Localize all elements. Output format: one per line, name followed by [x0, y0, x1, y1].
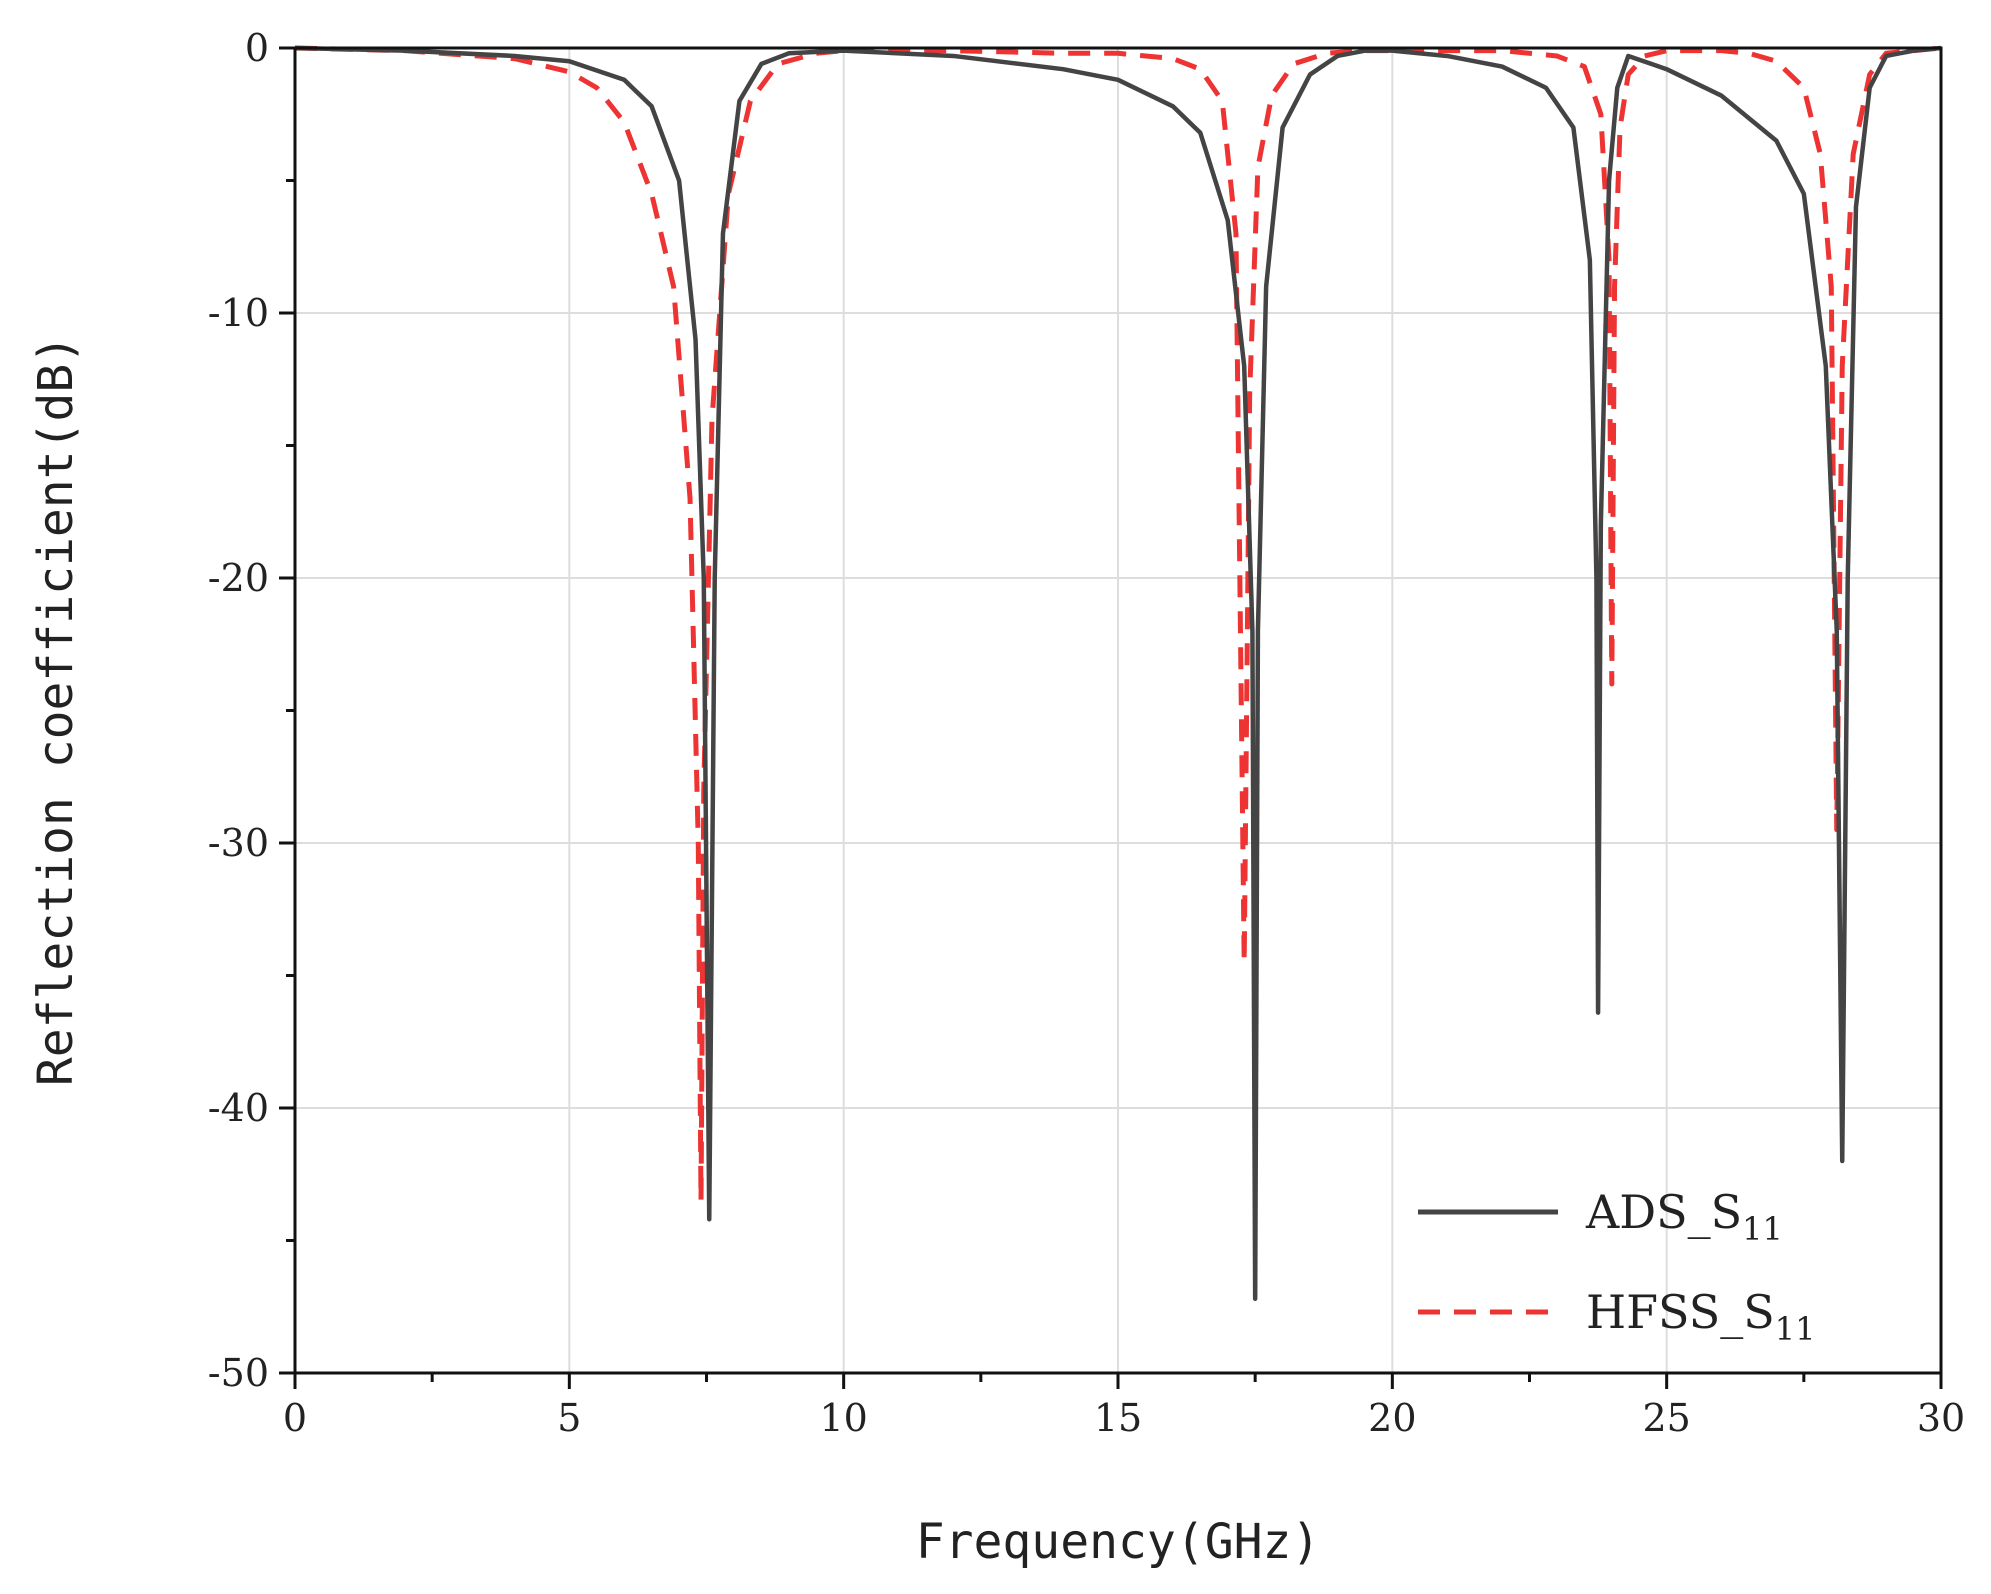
- x-tick-label: 15: [1094, 1396, 1142, 1440]
- x-tick-label: 30: [1917, 1396, 1965, 1440]
- y-tick-label: -10: [208, 291, 269, 335]
- x-tick-label: 20: [1368, 1396, 1416, 1440]
- y-tick-label: -40: [208, 1086, 269, 1130]
- legend-label-ads: ADS_S11: [1585, 1185, 1783, 1248]
- x-axis-title: Frequency(GHz): [916, 1514, 1321, 1570]
- ticks: [279, 46, 1943, 1389]
- y-tick-label: -50: [208, 1351, 269, 1395]
- legend: ADS_S11 HFSS_S11: [1418, 1185, 1815, 1348]
- x-tick-label: 25: [1642, 1396, 1690, 1440]
- x-tick-label: 5: [557, 1396, 581, 1440]
- x-tick-label: 0: [283, 1396, 307, 1440]
- legend-label-hfss-main: HFSS_S: [1586, 1285, 1775, 1339]
- legend-label-hfss-sub: 11: [1775, 1310, 1816, 1348]
- series-layer: [295, 45, 1941, 1302]
- legend-label-hfss: HFSS_S11: [1586, 1285, 1815, 1348]
- grid: [295, 48, 1941, 1373]
- series-line-hfss-s11: [295, 45, 1941, 1204]
- legend-label-ads-sub: 11: [1742, 1210, 1783, 1248]
- legend-label-ads-main: ADS_S: [1585, 1185, 1742, 1239]
- y-tick-label: 0: [245, 26, 269, 70]
- x-tick-label: 10: [819, 1396, 867, 1440]
- y-tick-label: -30: [208, 821, 269, 865]
- series-line-ads-s11: [295, 45, 1941, 1302]
- y-tick-label: -20: [208, 556, 269, 600]
- tick-labels: 0 5 10 15 20 25 30 0 -10 -20 -30 -40 -50: [208, 26, 1965, 1440]
- y-axis-title: Reflection coefficient(dB): [28, 335, 84, 1086]
